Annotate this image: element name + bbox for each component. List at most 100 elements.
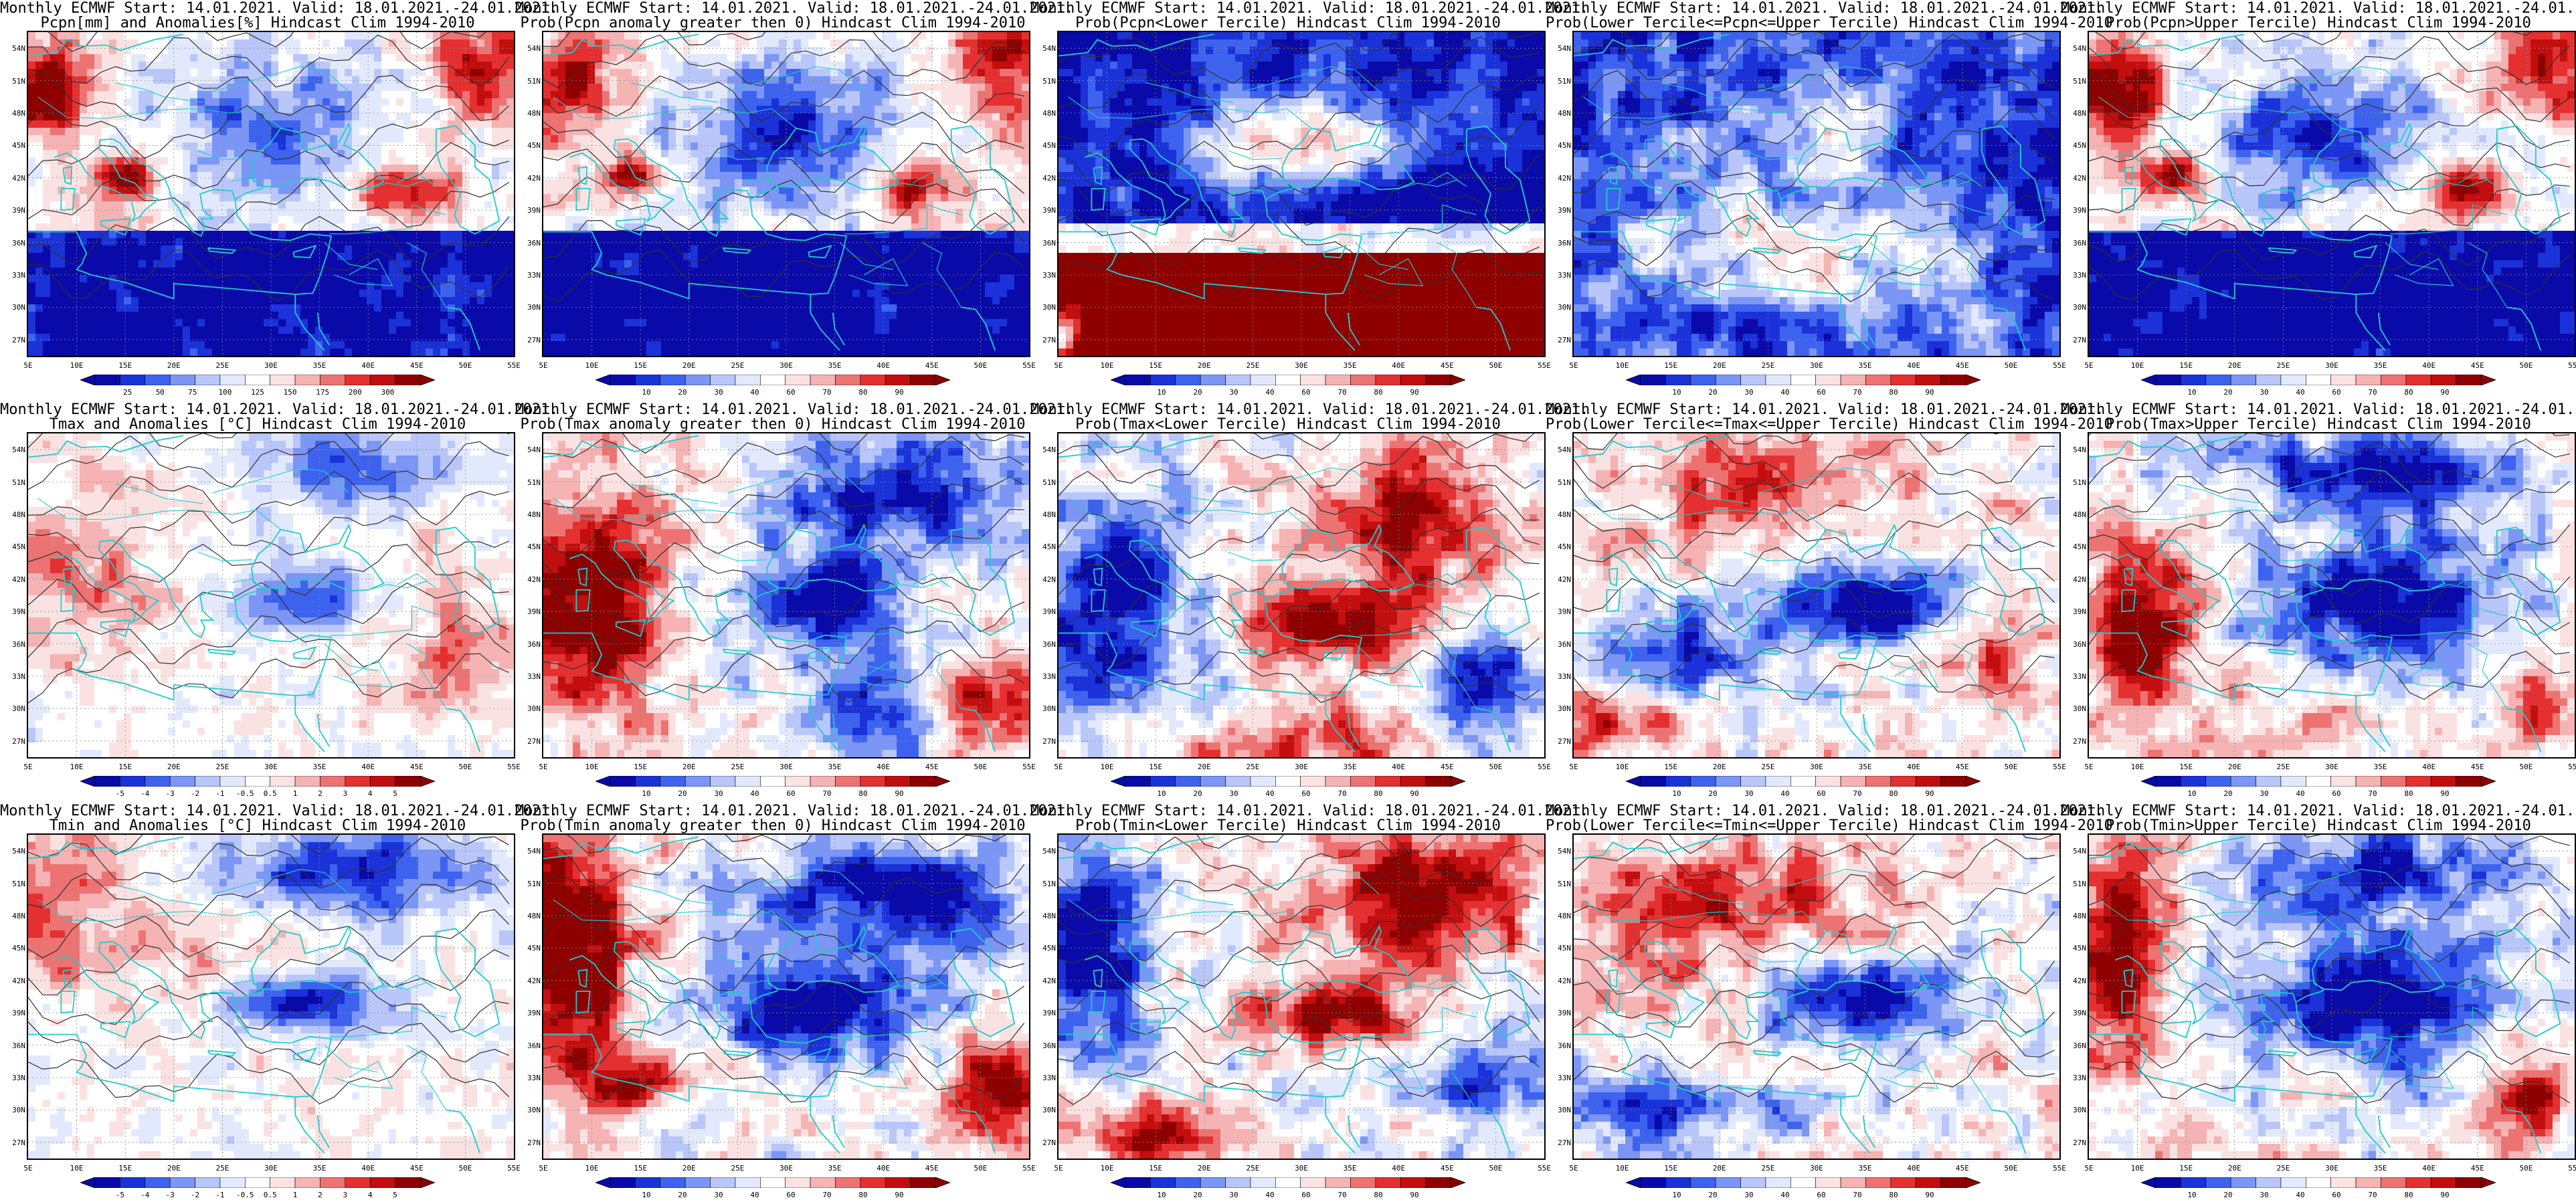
longitude-label: 50E bbox=[1482, 763, 1509, 771]
map-svg bbox=[2089, 32, 2575, 356]
latitude-label: 45N bbox=[1, 543, 25, 550]
colorbar-tick-label: 40 bbox=[1257, 1191, 1283, 1199]
colorbar-segment bbox=[2155, 375, 2181, 385]
longitude-label: 15E bbox=[1142, 763, 1169, 771]
colorbar-segment bbox=[1350, 1177, 1376, 1188]
shaded-field bbox=[28, 835, 514, 1159]
colorbar-tick-label: -1 bbox=[207, 1191, 234, 1199]
colorbar-tick-label: 70 bbox=[2359, 1191, 2386, 1199]
colorbar-tick-label: 5 bbox=[382, 1191, 409, 1199]
colorbar-tick-label: 10 bbox=[1663, 388, 1690, 397]
longitude-label: 10E bbox=[2124, 763, 2151, 771]
colorbar-segment bbox=[395, 1177, 421, 1188]
graticule bbox=[28, 32, 514, 356]
colorbar-tick-label: 20 bbox=[2215, 1191, 2241, 1199]
colorbar-low-arrow bbox=[595, 375, 611, 385]
latitude-label: 45N bbox=[1032, 142, 1056, 149]
longitude-label: 5E bbox=[530, 763, 557, 771]
contour-lines bbox=[543, 433, 1025, 703]
latitude-label: 39N bbox=[1, 207, 25, 214]
colorbar-segment bbox=[120, 375, 146, 385]
colorbar-segment bbox=[1425, 776, 1451, 787]
colorbar bbox=[1626, 1177, 1981, 1188]
latitude-label: 36N bbox=[517, 239, 541, 247]
longitude-label: 40E bbox=[2415, 361, 2442, 370]
colorbar-tick-label: 30 bbox=[1220, 388, 1247, 397]
latitude-label: 45N bbox=[1547, 142, 1571, 149]
colorbar-segment bbox=[1325, 1177, 1351, 1188]
contour-lines bbox=[1574, 835, 2055, 1103]
colorbar-segment bbox=[710, 375, 736, 385]
colorbar-segment bbox=[94, 1177, 120, 1188]
map-canvas bbox=[1572, 432, 2061, 759]
latitude-label: 51N bbox=[517, 479, 541, 486]
latitude-label: 54N bbox=[1032, 847, 1056, 855]
colorbar-tick-label: 60 bbox=[2323, 388, 2350, 397]
colorbar-segment bbox=[710, 1177, 736, 1188]
colorbar-segment bbox=[320, 776, 346, 787]
colorbar-tick-label: -4 bbox=[132, 1191, 159, 1199]
map-canvas bbox=[2088, 833, 2576, 1160]
longitude-label: 45E bbox=[919, 361, 945, 370]
longitude-label: 50E bbox=[2512, 361, 2539, 370]
map-canvas bbox=[2088, 432, 2576, 759]
latitude-label: 36N bbox=[2062, 239, 2086, 247]
colorbar-low-arrow bbox=[2141, 776, 2156, 787]
colorbar-segment bbox=[2230, 375, 2256, 385]
colorbar-segment bbox=[2430, 1177, 2456, 1188]
longitude-label: 50E bbox=[452, 1164, 478, 1173]
colorbar-segment bbox=[1815, 1177, 1841, 1188]
longitude-label: 55E bbox=[1531, 763, 1558, 771]
colorbar-segment bbox=[1125, 375, 1151, 385]
longitude-label: 25E bbox=[1239, 1164, 1266, 1173]
longitude-label: 30E bbox=[258, 361, 284, 370]
colorbar-segment bbox=[2355, 1177, 2381, 1188]
latitude-label: 48N bbox=[517, 511, 541, 518]
longitude-label: 5E bbox=[2076, 763, 2102, 771]
contour-lines bbox=[2089, 835, 2571, 1104]
colorbar-low-arrow bbox=[1111, 776, 1126, 787]
graticule bbox=[1059, 835, 1544, 1159]
latitude-label: 39N bbox=[1032, 207, 1056, 214]
map-canvas bbox=[1057, 833, 1546, 1160]
colorbar-segment bbox=[2181, 776, 2207, 787]
colorbar-high-arrow bbox=[2480, 1177, 2496, 1188]
colorbar-tick-label: 90 bbox=[1916, 388, 1943, 397]
colorbar-segment bbox=[1715, 1177, 1741, 1188]
colorbar-tick-label: 80 bbox=[1365, 1191, 1392, 1199]
colorbar-tick-label: 20 bbox=[1184, 388, 1211, 397]
colorbar bbox=[595, 375, 950, 385]
longitude-label: 45E bbox=[1949, 1164, 1976, 1173]
country-borders bbox=[2098, 66, 2507, 308]
graticule bbox=[1574, 835, 2059, 1159]
colorbar-tick-label: 150 bbox=[277, 388, 304, 397]
colorbar-tick-label: -0.5 bbox=[232, 1191, 258, 1199]
latitude-label: 39N bbox=[2062, 608, 2086, 615]
latitude-label: 51N bbox=[2062, 880, 2086, 888]
colorbar-segment bbox=[2256, 375, 2282, 385]
colorbar-tick-label: 60 bbox=[2323, 789, 2350, 798]
colorbar-tick-label: 30 bbox=[2251, 789, 2278, 798]
latitude-label: 39N bbox=[1547, 608, 1571, 615]
colorbar-tick-label: 20 bbox=[1184, 789, 1211, 798]
colorbar-segment bbox=[2381, 776, 2407, 787]
longitude-label: 15E bbox=[1657, 1164, 1684, 1173]
colorbar-segment bbox=[1740, 1177, 1766, 1188]
latitude-label: 42N bbox=[1547, 576, 1571, 583]
colorbar-segment bbox=[2280, 375, 2306, 385]
colorbar-segment bbox=[2306, 1177, 2331, 1188]
colorbar-segment bbox=[2230, 776, 2256, 787]
longitude-label: 5E bbox=[1560, 763, 1587, 771]
coastlines bbox=[543, 836, 1016, 1154]
colorbar-tick-label: 60 bbox=[1293, 789, 1319, 798]
panel-title-line-1: Monthly ECMWF Start: 14.01.2021. Valid: … bbox=[1030, 804, 1588, 819]
map-panel: Monthly ECMWF Start: 14.01.2021. Valid: … bbox=[2061, 401, 2576, 803]
longitude-label: 15E bbox=[627, 361, 654, 370]
colorbar-tick-label: 80 bbox=[1365, 388, 1392, 397]
colorbar-segment bbox=[1940, 1177, 1966, 1188]
latitude-label: 30N bbox=[2062, 304, 2086, 311]
colorbar-segment bbox=[2405, 375, 2431, 385]
colorbar-tick-label: 3 bbox=[332, 789, 359, 798]
graticule bbox=[1574, 32, 2059, 356]
map-svg bbox=[543, 433, 1029, 757]
